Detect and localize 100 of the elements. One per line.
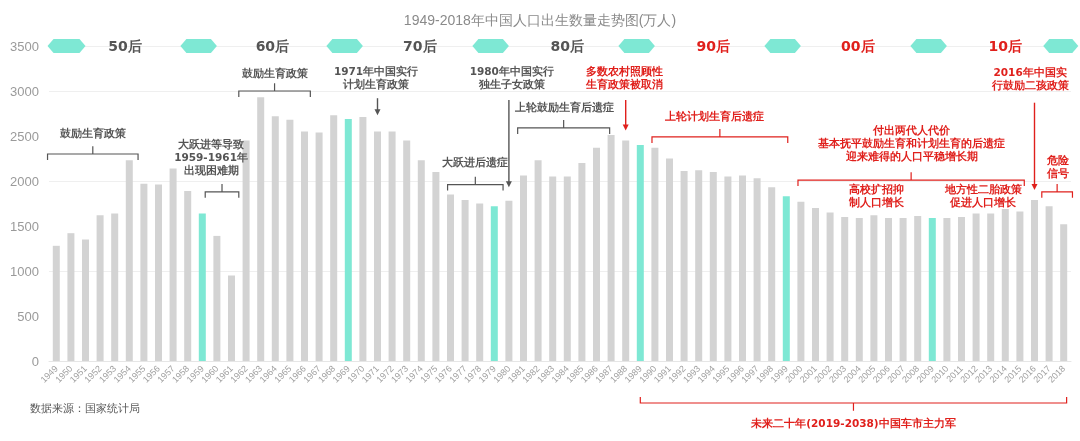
bar: [563, 176, 571, 361]
bar: [651, 147, 659, 361]
annotation: 80后: [550, 37, 585, 55]
bar: [447, 194, 454, 361]
annotation: 付出两代人代价基本抚平鼓励生育和计划生育的后遗症迎来难得的人口平稳增长期: [818, 123, 1006, 163]
bar: [914, 216, 922, 361]
annotation: 70后: [403, 37, 437, 55]
bar: [680, 171, 688, 361]
bar: [885, 217, 892, 361]
y-tick-label: 2000: [10, 173, 39, 189]
bar: [841, 217, 849, 361]
y-tick-label: 1000: [10, 263, 39, 279]
bar: [768, 187, 776, 361]
bar: [67, 233, 75, 361]
y-tick-label: 1500: [10, 218, 39, 234]
annotation: 大跃进等导致1959-1961年出现困难期: [174, 137, 248, 177]
source-note: 数据来源：国家统计局: [30, 401, 140, 415]
bar: [593, 147, 600, 361]
annotation: 50后: [108, 37, 142, 55]
bar: [534, 160, 542, 361]
annotation: 90后: [696, 37, 731, 55]
bar: [520, 175, 527, 361]
y-tick-label: 3500: [10, 38, 39, 54]
bar: [184, 190, 192, 361]
bar: [958, 217, 965, 361]
annotation: 多数农村照顾性生育政策被取消: [585, 64, 663, 91]
bar: [155, 184, 162, 361]
bar: [213, 235, 221, 361]
y-tick-label: 3000: [10, 83, 39, 99]
bar: [476, 203, 484, 361]
bar: [271, 116, 279, 361]
annotation: 00后: [841, 37, 875, 55]
bar: [374, 131, 381, 361]
bar: [1001, 208, 1009, 361]
bar: [140, 183, 148, 361]
bar: [52, 245, 60, 361]
bar: [972, 213, 980, 361]
annotation: 高校扩招抑制人口增长: [849, 183, 905, 210]
bar: [111, 213, 119, 361]
bar: [461, 199, 469, 361]
bar: [1031, 199, 1038, 361]
bar: [505, 200, 513, 361]
y-tick-label: 2500: [10, 128, 39, 144]
bar: [739, 175, 746, 361]
text: 未来二十年(2019-2038)中国车市主力军: [751, 416, 956, 430]
bar: [928, 217, 936, 361]
bar: [490, 206, 498, 361]
y-tick-label: 0: [31, 353, 39, 369]
bar: [724, 176, 732, 361]
annotation: 地方性二胎政策促进人口增长: [944, 183, 1022, 210]
bar: [403, 140, 411, 361]
annotation: 2016年中国实行鼓励二孩政策: [991, 66, 1069, 93]
bar: [96, 215, 104, 361]
bar: [228, 275, 235, 361]
bar: [257, 97, 265, 361]
bar: [301, 131, 308, 361]
bar: [826, 212, 834, 361]
bar: [315, 132, 323, 361]
bar: [1060, 224, 1068, 361]
y-tick-label: 500: [17, 308, 39, 324]
annotation: 1980年中国实行独生子女政策: [469, 64, 554, 91]
bar: [607, 135, 615, 361]
bar: [695, 170, 703, 361]
bar: [388, 131, 396, 361]
bar: [344, 118, 352, 361]
bar: [1016, 211, 1024, 361]
bar: [169, 168, 177, 361]
bar: [943, 217, 951, 361]
annotation: 60后: [255, 37, 290, 55]
bar: [899, 217, 907, 361]
annotation: 危险信号: [1046, 154, 1069, 181]
bar: [359, 117, 367, 361]
bar: [666, 158, 673, 361]
annotation: 鼓励生育政策: [242, 66, 309, 80]
bar: [797, 201, 805, 361]
bar: [125, 160, 133, 361]
annotation: 上轮鼓励生育后遗症: [514, 100, 614, 114]
bar: [987, 213, 995, 361]
bar: [636, 145, 644, 361]
bar: [855, 217, 863, 361]
bar: [198, 213, 206, 361]
annotation: 1971年中国实行计划生育政策: [333, 64, 419, 91]
bar: [578, 163, 586, 361]
bar: [432, 172, 440, 361]
bar: [286, 119, 294, 361]
annotation: 鼓励生育政策: [59, 126, 126, 140]
annotation: 10后: [988, 37, 1023, 55]
bar: [782, 196, 790, 361]
bar: [622, 140, 630, 361]
bar: [709, 172, 717, 361]
annotation: 大跃进后遗症: [442, 155, 509, 169]
bar: [330, 115, 338, 361]
bar: [870, 215, 878, 361]
bar: [1045, 206, 1053, 361]
chart-title: 1949-2018年中国人口出生数量走势图(万人): [403, 12, 677, 28]
bar: [549, 176, 557, 361]
bar: [812, 208, 819, 361]
bar: [82, 239, 89, 361]
bar: [753, 178, 761, 361]
annotation: 上轮计划生育后遗症: [665, 109, 765, 123]
